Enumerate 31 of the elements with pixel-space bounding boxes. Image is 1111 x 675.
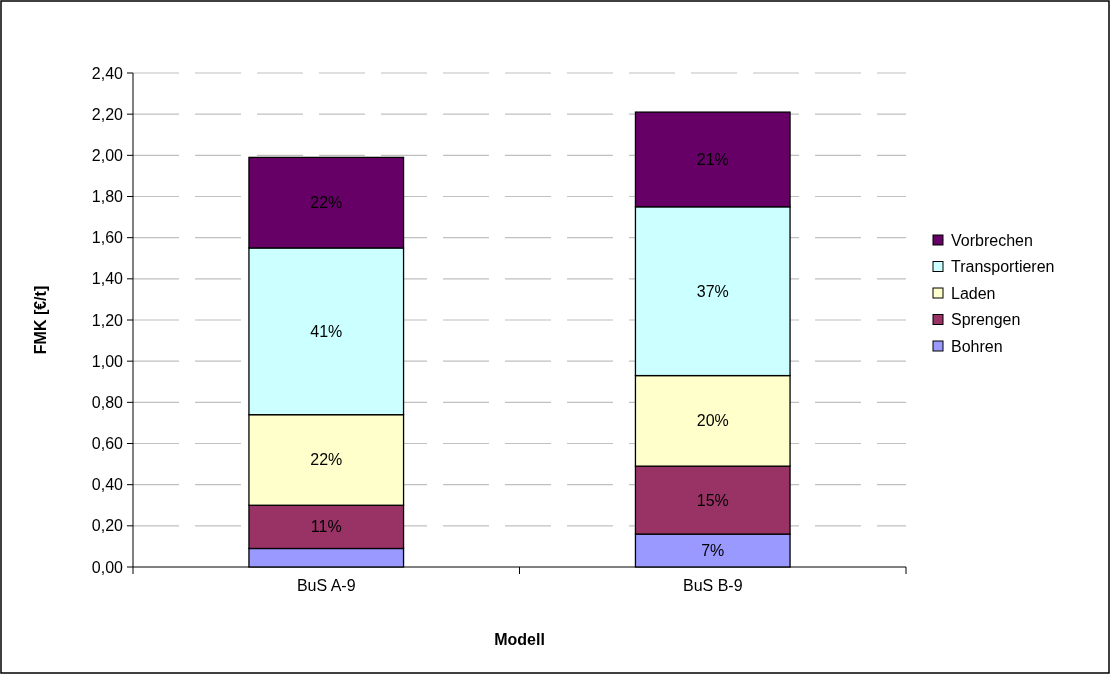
annotation: 20%	[696, 412, 729, 430]
y-tick-label: 0,00	[91, 558, 124, 576]
annotation: 11%	[310, 518, 342, 536]
legend-label: Sprengen	[951, 311, 1021, 328]
annotation: 21%	[696, 150, 729, 168]
y-tick-label: 0,40	[91, 476, 124, 494]
y-tick-label: 2,00	[91, 146, 124, 164]
annotation: 15%	[696, 491, 729, 509]
x-tick-label: BuS B-9	[682, 577, 743, 594]
y-tick-label: 0,20	[91, 517, 124, 535]
y-tick-label: 2,20	[91, 105, 124, 123]
y-tick-label: 1,40	[91, 270, 124, 288]
y-tick-label: 2,40	[91, 64, 124, 82]
annotation: 41%	[310, 322, 343, 340]
y-axis-title: FMK [€/t]	[32, 285, 49, 355]
legend-label: Vorbrechen	[951, 231, 1033, 249]
x-axis-title: Modell	[494, 631, 545, 648]
annotation: 7%	[701, 542, 725, 560]
x-tick-label: BuS A-9	[296, 577, 356, 594]
legend-label: Laden	[951, 284, 996, 302]
y-tick-label: 1,60	[91, 229, 124, 247]
legend-label: Transportieren	[951, 258, 1055, 275]
y-tick-label: 0,80	[91, 393, 124, 411]
y-tick-label: 1,20	[91, 311, 124, 329]
annotation: 22%	[310, 451, 343, 469]
annotation: 22%	[310, 194, 343, 212]
y-tick-label: 1,00	[91, 352, 124, 370]
y-tick-label: 0,60	[91, 435, 124, 452]
legend-label: Bohren	[951, 337, 1003, 355]
annotation: 37%	[696, 282, 729, 300]
y-tick-label: 1,80	[91, 188, 124, 205]
